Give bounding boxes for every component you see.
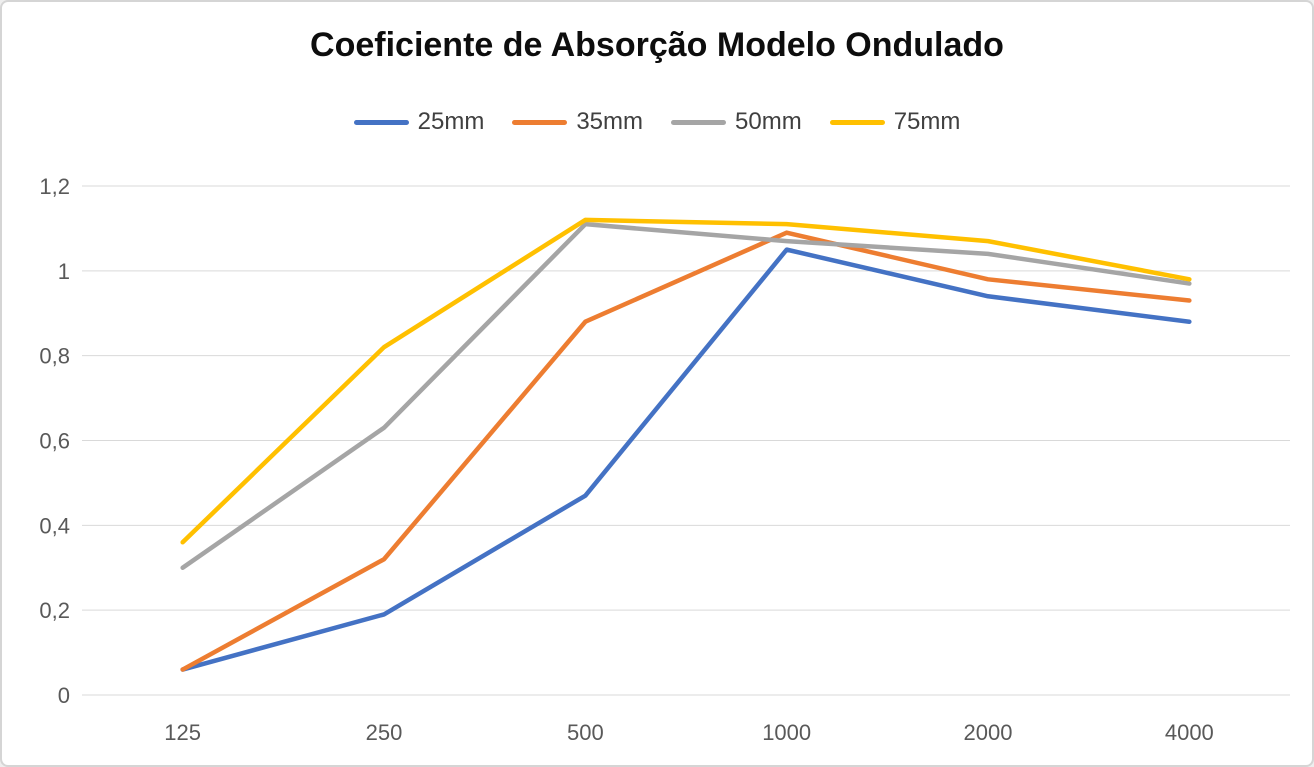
y-tick-label: 0,4 xyxy=(39,513,70,538)
legend-label: 75mm xyxy=(893,108,961,135)
legend-swatch-75mm xyxy=(829,119,885,125)
legend-swatch-25mm xyxy=(353,119,409,125)
legend-swatch-50mm xyxy=(671,119,726,125)
legend-label: 25mm xyxy=(417,108,485,135)
y-tick-label: 0,2 xyxy=(39,598,70,623)
chart-title: Coeficiente de Absorção Modelo Ondulado xyxy=(310,26,1004,64)
legend: 25mm 35mm 50mm 75mm xyxy=(2,108,1312,136)
series-line-35mm xyxy=(180,230,1192,672)
legend-item-50mm: 50mm xyxy=(671,108,802,136)
y-tick-label: 0,8 xyxy=(39,344,70,369)
x-tick-label: 4000 xyxy=(1165,720,1214,745)
series-line-25mm xyxy=(180,247,1192,672)
x-tick-label: 2000 xyxy=(964,720,1013,745)
x-tick-label: 125 xyxy=(164,720,201,745)
legend-item-25mm: 25mm xyxy=(353,108,485,136)
legend-label: 50mm xyxy=(735,108,802,135)
legend-item-35mm: 35mm xyxy=(512,108,643,136)
series-line-75mm xyxy=(180,217,1192,545)
x-tick-label: 250 xyxy=(366,720,403,745)
x-tick-label: 500 xyxy=(567,720,604,745)
x-tick-label: 1000 xyxy=(762,720,811,745)
legend-item-75mm: 75mm xyxy=(829,108,961,136)
legend-swatch-35mm xyxy=(512,119,568,125)
y-tick-label: 0 xyxy=(58,683,70,708)
y-tick-label: 0,6 xyxy=(39,429,70,454)
y-tick-label: 1 xyxy=(58,259,70,284)
y-tick-label: 1,2 xyxy=(39,174,70,199)
legend-label: 35mm xyxy=(576,108,643,135)
series-line-50mm xyxy=(180,221,1192,570)
